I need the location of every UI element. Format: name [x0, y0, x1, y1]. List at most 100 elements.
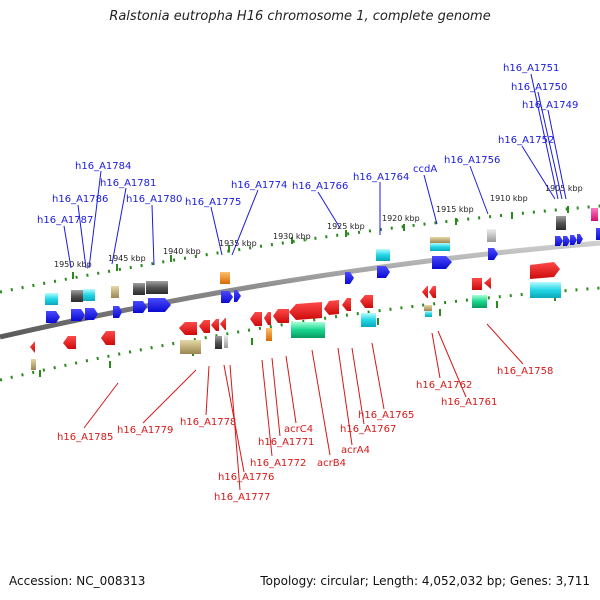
gene-feature[interactable] [31, 359, 36, 370]
forward-gene-arrow[interactable] [345, 272, 354, 284]
forward-gene-arrow[interactable] [148, 298, 171, 312]
gene-label[interactable]: ccdA [413, 164, 437, 175]
gene-label[interactable]: h16_A1767 [340, 424, 396, 435]
gene-label[interactable]: h16_A1751 [503, 63, 559, 74]
gene-feature[interactable] [430, 237, 450, 243]
gene-feature[interactable] [361, 313, 376, 327]
gene-label[interactable]: h16_A1761 [441, 397, 497, 408]
gene-label[interactable]: h16_A1776 [218, 472, 274, 483]
gene-feature[interactable] [591, 208, 598, 221]
gene-feature[interactable] [180, 340, 201, 354]
gene-label[interactable]: h16_A1750 [511, 82, 567, 93]
forward-gene-arrow[interactable] [46, 311, 60, 323]
gene-label[interactable]: h16_A1764 [353, 172, 409, 183]
gene-feature[interactable] [215, 336, 222, 349]
gene-label[interactable]: h16_A1775 [185, 197, 241, 208]
gene-feature[interactable] [111, 286, 119, 298]
gene-label[interactable]: h16_A1787 [37, 215, 93, 226]
gene-feature[interactable] [45, 293, 58, 305]
gene-feature[interactable] [133, 283, 145, 295]
gene-feature[interactable] [291, 322, 325, 338]
reverse-gene-arrow[interactable] [264, 312, 271, 325]
gene-label[interactable]: h16_A1784 [75, 161, 131, 172]
reverse-gene-arrow[interactable] [429, 286, 436, 298]
gene-feature[interactable] [266, 328, 272, 341]
gene-label[interactable]: h16_A1777 [214, 492, 270, 503]
gene-label[interactable]: h16_A1780 [126, 194, 182, 205]
scale-label: 1925 kbp [327, 222, 365, 231]
forward-gene-arrow[interactable] [488, 248, 498, 260]
gene-label[interactable]: acrB4 [317, 458, 346, 469]
gene-feature[interactable] [530, 262, 560, 279]
reverse-gene-arrow[interactable] [273, 309, 289, 323]
gene-label[interactable]: h16_A1756 [444, 155, 500, 166]
gene-label[interactable]: h16_A1781 [100, 178, 156, 189]
gene-feature[interactable] [530, 282, 561, 298]
reverse-gene-arrow[interactable] [220, 318, 226, 330]
gene-feature[interactable] [376, 249, 390, 261]
gene-label[interactable]: h16_A1762 [416, 380, 472, 391]
reverse-gene-arrow[interactable] [289, 302, 322, 320]
gene-feature[interactable] [484, 277, 491, 289]
reverse-gene-arrow[interactable] [360, 295, 373, 308]
forward-gene-arrow[interactable] [563, 236, 570, 246]
scale-label: 1940 kbp [163, 247, 201, 256]
reverse-gene-arrow[interactable] [211, 319, 219, 331]
map-title: Ralstonia eutropha H16 chromosome 1, com… [109, 9, 491, 24]
gene-feature[interactable] [224, 335, 228, 348]
scale-label: 1935 kbp [219, 239, 257, 248]
gene-label[interactable]: h16_A1752 [498, 135, 554, 146]
gene-label[interactable]: h16_A1771 [258, 437, 314, 448]
gene-feature[interactable] [430, 243, 450, 251]
gene-label[interactable]: h16_A1766 [292, 181, 348, 192]
gene-label[interactable]: h16_A1774 [231, 180, 287, 191]
reverse-gene-arrow[interactable] [101, 331, 115, 345]
gene-label[interactable]: acrC4 [284, 424, 313, 435]
reverse-strand-features [30, 286, 436, 370]
gene-label[interactable]: h16_A1758 [497, 366, 553, 377]
reverse-gene-arrow[interactable] [250, 312, 262, 326]
forward-strand-features [45, 208, 600, 323]
reverse-gene-arrow[interactable] [199, 320, 210, 333]
gene-feature[interactable] [487, 229, 496, 242]
gene-feature[interactable] [146, 281, 168, 294]
forward-gene-arrow[interactable] [432, 256, 452, 269]
gene-label[interactable]: h16_A1779 [117, 425, 173, 436]
reverse-gene-arrow[interactable] [179, 322, 197, 335]
reverse-gene-arrow[interactable] [342, 298, 351, 311]
gene-feature[interactable] [220, 272, 230, 284]
gene-feature[interactable] [472, 295, 487, 308]
forward-gene-arrow[interactable] [377, 266, 390, 278]
gene-feature[interactable] [71, 290, 83, 302]
forward-gene-arrow[interactable] [113, 306, 122, 318]
gene-feature[interactable] [472, 278, 482, 290]
gene-feature[interactable] [424, 305, 432, 311]
gene-label[interactable]: acrA4 [341, 445, 370, 456]
forward-gene-arrow[interactable] [577, 234, 583, 244]
forward-gene-arrow[interactable] [133, 301, 147, 313]
reverse-gene-arrow[interactable] [422, 286, 428, 298]
gene-label[interactable]: h16_A1778 [180, 417, 236, 428]
chromosome-backbone [0, 240, 600, 340]
gene-label[interactable]: h16_A1749 [522, 100, 578, 111]
gene-label[interactable]: h16_A1765 [358, 410, 414, 421]
scale-label: 1920 kbp [382, 214, 420, 223]
genome-summary-text: Topology: circular; Length: 4,052,032 bp… [260, 574, 590, 588]
reverse-gene-arrow[interactable] [30, 341, 35, 353]
scale-label: 1915 kbp [436, 205, 474, 214]
forward-gene-arrow[interactable] [596, 228, 600, 240]
forward-gene-arrow[interactable] [234, 290, 241, 302]
reverse-gene-arrow[interactable] [324, 300, 339, 315]
forward-gene-arrow[interactable] [221, 291, 233, 303]
forward-gene-arrow[interactable] [85, 308, 98, 320]
gene-feature[interactable] [83, 289, 95, 301]
forward-gene-arrow[interactable] [570, 235, 577, 245]
forward-gene-arrow[interactable] [71, 309, 85, 321]
forward-gene-arrow[interactable] [555, 236, 563, 246]
gene-label[interactable]: h16_A1786 [52, 194, 108, 205]
gene-feature[interactable] [425, 311, 432, 317]
gene-label[interactable]: h16_A1772 [250, 458, 306, 469]
gene-label[interactable]: h16_A1785 [57, 432, 113, 443]
gene-feature[interactable] [556, 216, 566, 230]
reverse-gene-arrow[interactable] [63, 336, 76, 349]
